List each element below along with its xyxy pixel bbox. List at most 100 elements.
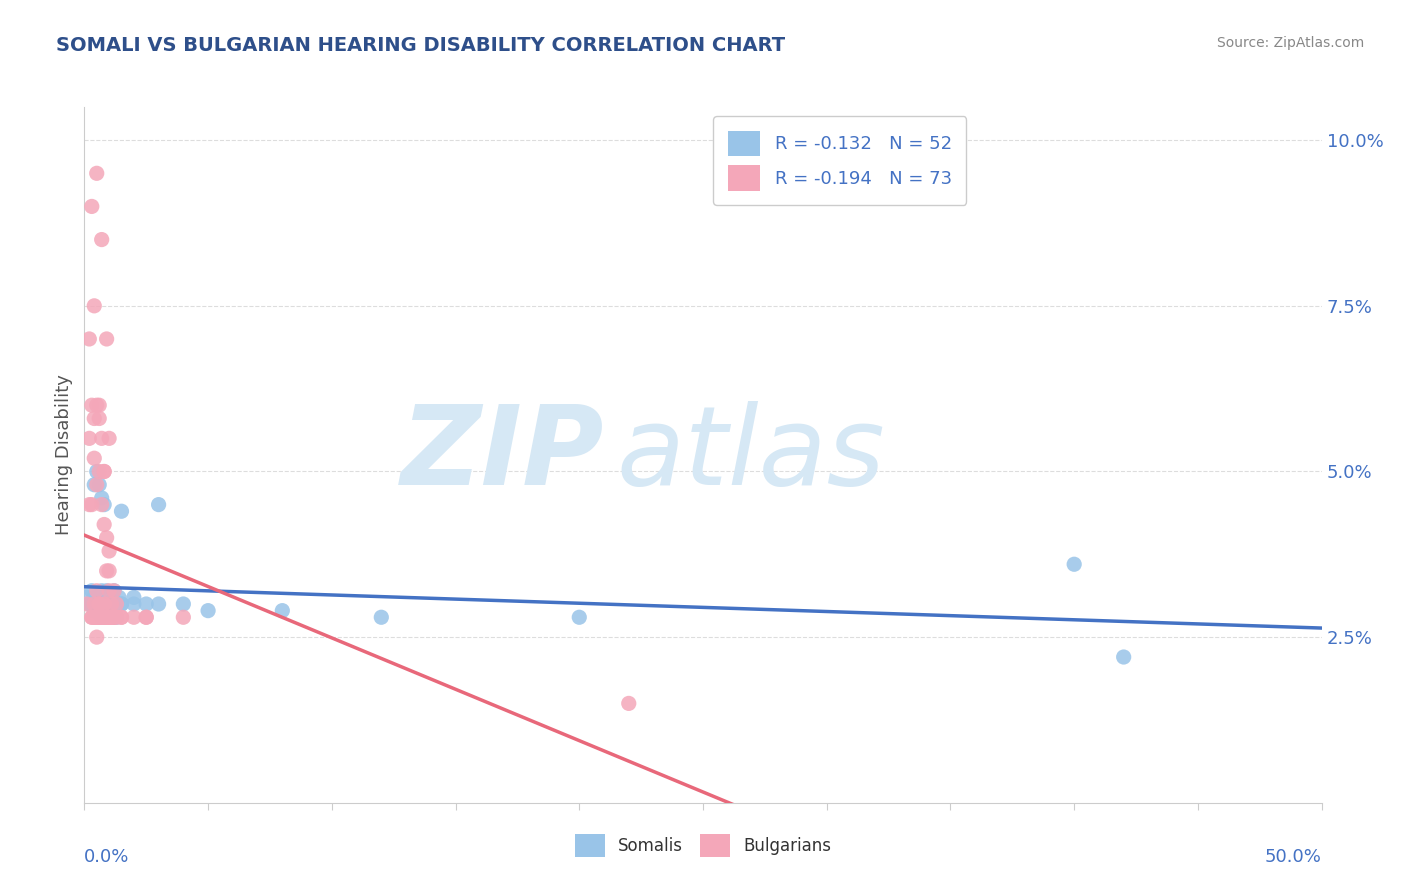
Point	[89, 465, 111, 479]
Point	[93, 465, 115, 479]
Point	[1063, 558, 1085, 572]
Point	[86, 465, 108, 479]
Point	[80, 583, 103, 598]
Point	[89, 477, 111, 491]
Text: SOMALI VS BULGARIAN HEARING DISABILITY CORRELATION CHART: SOMALI VS BULGARIAN HEARING DISABILITY C…	[56, 36, 786, 54]
Point	[148, 498, 170, 512]
Point	[103, 583, 125, 598]
Point	[98, 544, 121, 558]
Point	[79, 597, 101, 611]
Point	[80, 610, 103, 624]
Point	[89, 597, 111, 611]
Point	[105, 597, 128, 611]
Point	[89, 597, 111, 611]
Point	[89, 398, 111, 412]
Point	[86, 166, 108, 180]
Point	[83, 610, 105, 624]
Point	[93, 591, 115, 605]
Point	[90, 610, 112, 624]
Point	[93, 517, 115, 532]
Point	[89, 610, 111, 624]
Point	[76, 591, 98, 605]
Point	[83, 591, 105, 605]
Point	[98, 431, 121, 445]
Point	[90, 498, 112, 512]
Point	[89, 610, 111, 624]
Point	[110, 610, 132, 624]
Point	[90, 610, 112, 624]
Point	[89, 597, 111, 611]
Point	[90, 610, 112, 624]
Point	[96, 610, 118, 624]
Point	[96, 531, 118, 545]
Point	[148, 597, 170, 611]
Point	[103, 610, 125, 624]
Point	[1112, 650, 1135, 665]
Point	[105, 597, 128, 611]
Point	[98, 610, 121, 624]
Point	[93, 498, 115, 512]
Point	[100, 610, 122, 624]
Point	[80, 597, 103, 611]
Point	[96, 610, 118, 624]
Point	[105, 610, 128, 624]
Point	[80, 610, 103, 624]
Point	[80, 597, 103, 611]
Point	[90, 233, 112, 247]
Point	[122, 597, 145, 611]
Point	[83, 299, 105, 313]
Point	[86, 604, 108, 618]
Point	[86, 583, 108, 598]
Point	[96, 610, 118, 624]
Point	[98, 597, 121, 611]
Text: 0.0%: 0.0%	[84, 848, 129, 866]
Point	[98, 597, 121, 611]
Point	[100, 597, 122, 611]
Point	[96, 610, 118, 624]
Point	[96, 332, 118, 346]
Point	[135, 597, 157, 611]
Point	[172, 597, 194, 611]
Point	[96, 564, 118, 578]
Point	[93, 465, 115, 479]
Point	[90, 431, 112, 445]
Point	[100, 610, 122, 624]
Point	[110, 504, 132, 518]
Point	[90, 597, 112, 611]
Point	[110, 610, 132, 624]
Point	[90, 583, 112, 598]
Point	[103, 604, 125, 618]
Point	[197, 604, 219, 618]
Point	[83, 411, 105, 425]
Point	[96, 597, 118, 611]
Point	[93, 610, 115, 624]
Point	[135, 610, 157, 624]
Point	[135, 610, 157, 624]
Point	[79, 431, 101, 445]
Point	[108, 591, 131, 605]
Point	[100, 604, 122, 618]
Point	[90, 610, 112, 624]
Point	[80, 199, 103, 213]
Point	[76, 597, 98, 611]
Point	[86, 630, 108, 644]
Point	[98, 591, 121, 605]
Point	[86, 610, 108, 624]
Text: ZIP: ZIP	[401, 401, 605, 508]
Point	[568, 610, 591, 624]
Text: Source: ZipAtlas.com: Source: ZipAtlas.com	[1216, 36, 1364, 50]
Point	[93, 597, 115, 611]
Point	[89, 597, 111, 611]
Point	[93, 610, 115, 624]
Point	[86, 610, 108, 624]
Point	[86, 477, 108, 491]
Point	[83, 451, 105, 466]
Point	[172, 610, 194, 624]
Point	[122, 591, 145, 605]
Point	[98, 610, 121, 624]
Point	[80, 398, 103, 412]
Point	[83, 597, 105, 611]
Point	[80, 498, 103, 512]
Point	[100, 597, 122, 611]
Point	[79, 498, 101, 512]
